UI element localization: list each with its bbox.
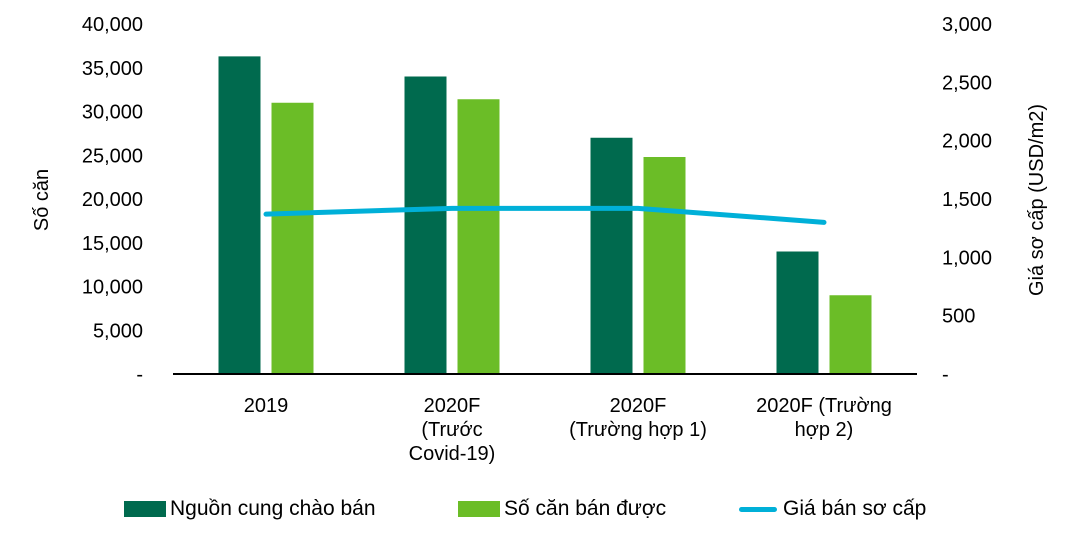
legend-label-supply: Nguồn cung chào bán — [170, 497, 376, 520]
right-tick-label: 3,000 — [942, 14, 992, 36]
category-label: 2020F (Trước Covid-19) — [409, 395, 496, 465]
bar-sold — [271, 102, 314, 374]
right-tick-label: 1,000 — [942, 247, 992, 269]
bar-supply — [590, 137, 633, 374]
left-tick-label: 30,000 — [82, 102, 143, 124]
bars — [218, 56, 872, 374]
right-tick-label: 2,000 — [942, 131, 992, 153]
legend-swatch-price — [739, 506, 777, 512]
category-labels: 2019 2020F (Trước Covid-19) 2020F (Trường hợp… — [244, 395, 892, 465]
bar-supply — [776, 251, 819, 374]
bar-supply — [218, 56, 261, 374]
bar-supply — [404, 76, 447, 374]
left-axis-ticks: - 5,000 10,000 15,000 20,000 25,000 30,000 35,0… — [82, 14, 143, 386]
bar-sold — [457, 99, 500, 374]
left-tick-label: 35,000 — [82, 58, 143, 80]
left-tick-label: 10,000 — [82, 277, 143, 299]
legend-item-price: Giá bán sơ cấp — [739, 493, 926, 525]
left-tick-label: 25,000 — [82, 145, 143, 167]
line-series — [263, 205, 827, 225]
right-tick-label: - — [942, 364, 949, 386]
legend-swatch-supply — [124, 501, 166, 517]
legend-swatch-sold — [458, 501, 500, 517]
right-tick-label: 2,500 — [942, 72, 992, 94]
right-tick-label: 1,500 — [942, 189, 992, 211]
left-tick-label: - — [136, 364, 143, 386]
left-tick-label: 40,000 — [82, 14, 143, 36]
legend-label-price: Giá bán sơ cấp — [783, 497, 927, 520]
bar-sold — [643, 157, 686, 374]
legend-item-supply: Nguồn cung chào bán — [124, 493, 376, 525]
left-tick-label: 5,000 — [93, 320, 143, 342]
left-axis-title: Số căn — [31, 169, 53, 231]
legend-label-sold: Số căn bán được — [504, 497, 667, 520]
legend-item-sold: Số căn bán được — [458, 493, 666, 525]
category-label: 2020F (Trường hợp 1) — [569, 395, 707, 441]
left-tick-label: 20,000 — [82, 189, 143, 211]
category-label: 2020F (Trường hợp 2) — [756, 395, 892, 441]
legend: Nguồn cung chào bán Số căn bán được Giá … — [0, 493, 1072, 525]
price-line — [263, 205, 827, 225]
right-axis-title: Giá sơ cấp (USD/m2) — [1026, 104, 1048, 296]
left-tick-label: 15,000 — [82, 233, 143, 255]
right-axis-ticks: - 500 1,000 1,500 2,000 2,500 3,000 — [942, 14, 992, 386]
category-label: 2019 — [244, 395, 289, 417]
right-tick-label: 500 — [942, 306, 975, 328]
bar-sold — [829, 295, 872, 374]
